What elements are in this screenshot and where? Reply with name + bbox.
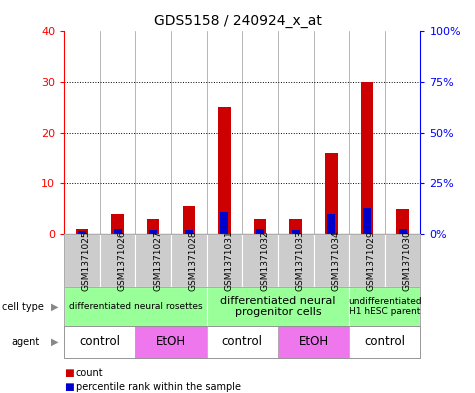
Bar — [185, 230, 193, 234]
Text: differentiated neural rosettes: differentiated neural rosettes — [68, 302, 202, 311]
Bar — [254, 219, 266, 234]
Bar — [147, 219, 160, 234]
Bar — [396, 209, 409, 234]
Text: GSM1371028: GSM1371028 — [189, 230, 198, 291]
Bar — [78, 231, 86, 234]
Text: GSM1371029: GSM1371029 — [367, 230, 376, 291]
Text: GSM1371031: GSM1371031 — [224, 230, 233, 291]
Text: differentiated neural
progenitor cells: differentiated neural progenitor cells — [220, 296, 336, 317]
Bar — [256, 230, 264, 234]
Text: GSM1371033: GSM1371033 — [295, 230, 304, 291]
Bar — [325, 153, 338, 234]
Text: percentile rank within the sample: percentile rank within the sample — [76, 382, 241, 392]
Text: GSM1371027: GSM1371027 — [153, 230, 162, 291]
Text: EtOH: EtOH — [156, 335, 186, 349]
Text: GSM1371030: GSM1371030 — [402, 230, 411, 291]
Text: GSM1371032: GSM1371032 — [260, 230, 269, 291]
Text: undifferentiated
H1 hESC parent: undifferentiated H1 hESC parent — [348, 297, 422, 316]
Bar — [149, 230, 157, 234]
Bar — [182, 206, 195, 234]
Text: control: control — [222, 335, 263, 349]
Bar — [399, 229, 407, 234]
Text: agent: agent — [12, 337, 40, 347]
Text: GSM1371025: GSM1371025 — [82, 230, 91, 291]
Bar — [76, 229, 88, 234]
Text: count: count — [76, 367, 104, 378]
Bar — [111, 213, 124, 234]
Bar — [361, 82, 373, 234]
Text: cell type: cell type — [2, 301, 44, 312]
Text: control: control — [364, 335, 405, 349]
Text: control: control — [79, 335, 120, 349]
Text: ▶: ▶ — [51, 337, 59, 347]
Text: GSM1371034: GSM1371034 — [332, 230, 340, 291]
Text: ■: ■ — [64, 382, 74, 392]
Bar — [220, 211, 228, 234]
Bar — [363, 208, 371, 234]
Bar — [327, 213, 335, 234]
Text: GDS5158 / 240924_x_at: GDS5158 / 240924_x_at — [153, 14, 322, 28]
Bar — [114, 230, 122, 234]
Bar — [292, 230, 300, 234]
Text: EtOH: EtOH — [298, 335, 329, 349]
Bar — [218, 107, 231, 234]
Text: ■: ■ — [64, 367, 74, 378]
Bar — [289, 219, 302, 234]
Text: GSM1371026: GSM1371026 — [118, 230, 126, 291]
Text: ▶: ▶ — [51, 301, 59, 312]
